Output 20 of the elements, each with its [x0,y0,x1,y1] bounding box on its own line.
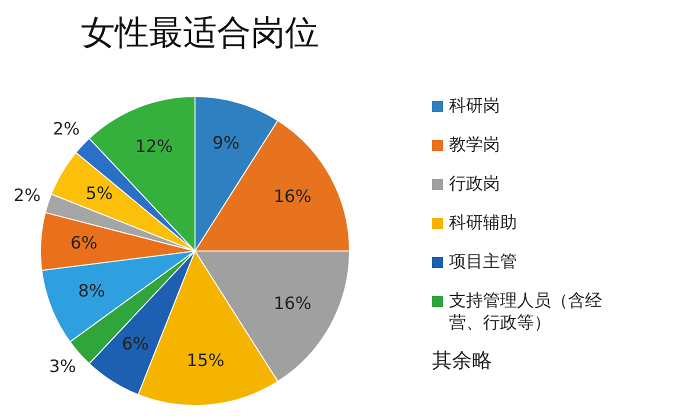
data-label: 9% [212,134,240,154]
data-label: 8% [78,281,106,302]
text: 其余略 [432,347,493,374]
data-label: 6% [70,233,98,254]
data-label: 6% [122,334,149,354]
legend-label: 项目主管 [449,251,517,273]
data-label: 2% [52,120,80,140]
data-label: 3% [49,357,76,378]
legend-label: 行政岗 [449,173,500,195]
legend-label: 支持管理人员（含经营、行政等） [449,290,603,334]
legend-label: 科研岗 [449,95,500,117]
data-label: 12% [135,136,173,157]
data-label: 16% [274,186,312,207]
data-label: 15% [186,351,224,372]
data-label: 2% [14,186,41,206]
legend-label: 科研辅助 [449,212,517,234]
legend-label: 教学岗 [449,134,500,156]
data-label: 16% [274,294,312,314]
chart-title: 女性最适合岗位 [80,12,320,55]
data-label: 5% [86,184,113,204]
